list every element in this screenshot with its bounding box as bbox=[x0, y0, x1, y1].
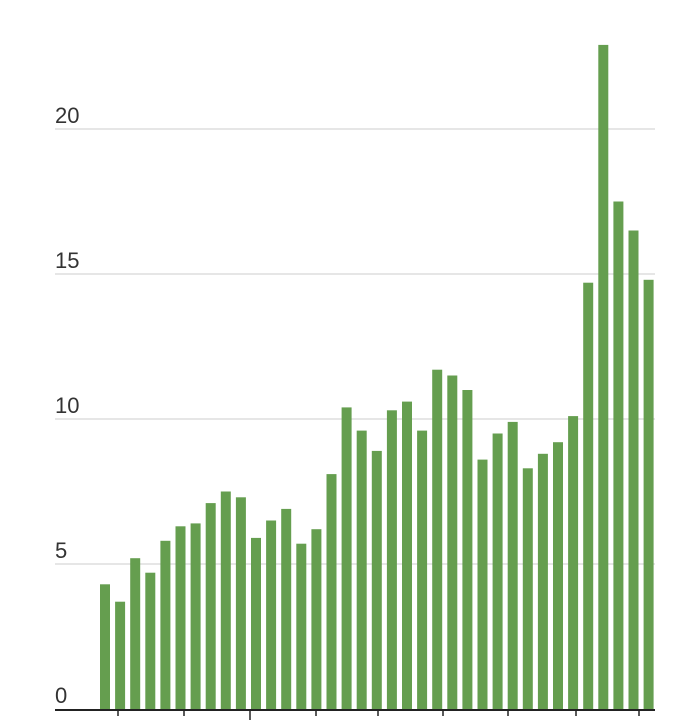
bar-16 bbox=[326, 474, 337, 709]
bar-34 bbox=[598, 44, 609, 709]
bar-3 bbox=[130, 558, 141, 709]
bar-19 bbox=[371, 450, 382, 709]
y-tick-label-0: 0 bbox=[55, 683, 67, 708]
bar-36 bbox=[628, 230, 639, 709]
y-tick-labels: 0 5 10 15 20 bbox=[55, 103, 79, 708]
y-tick-label-10: 10 bbox=[55, 393, 79, 418]
bar-26 bbox=[477, 459, 488, 709]
bar-24 bbox=[447, 375, 458, 709]
bar-13 bbox=[281, 508, 292, 709]
bar-15 bbox=[311, 529, 322, 709]
bar-31 bbox=[553, 442, 563, 709]
bar-11 bbox=[251, 537, 261, 709]
bar-9 bbox=[220, 491, 231, 709]
bar-32 bbox=[568, 416, 579, 709]
bar-8 bbox=[205, 503, 216, 709]
bar-28 bbox=[507, 421, 518, 709]
bar-6 bbox=[175, 526, 186, 709]
x-axis bbox=[55, 709, 655, 720]
y-tick-label-15: 15 bbox=[55, 248, 79, 273]
bars bbox=[100, 44, 654, 709]
bar-20 bbox=[386, 410, 397, 709]
bar-1 bbox=[100, 584, 110, 709]
y-tick-label-5: 5 bbox=[55, 538, 67, 563]
bar-22 bbox=[417, 430, 428, 709]
bar-33 bbox=[583, 282, 594, 709]
bar-21 bbox=[402, 401, 412, 709]
bar-5 bbox=[160, 540, 171, 709]
bar-29 bbox=[522, 468, 533, 709]
bar-23 bbox=[432, 369, 443, 709]
bar-10 bbox=[235, 497, 246, 709]
bar-37 bbox=[643, 279, 654, 709]
bar-27 bbox=[492, 433, 503, 709]
bar-17 bbox=[341, 407, 352, 709]
bar-7 bbox=[190, 523, 201, 709]
bar-12 bbox=[266, 520, 277, 709]
bar-35 bbox=[613, 201, 624, 709]
y-tick-label-20: 20 bbox=[55, 103, 79, 128]
bar-25 bbox=[462, 390, 473, 709]
bar-18 bbox=[356, 430, 367, 709]
gridlines bbox=[55, 128, 655, 565]
bar-14 bbox=[296, 543, 307, 709]
bar-2 bbox=[115, 601, 126, 709]
bar-4 bbox=[145, 572, 156, 709]
bar-30 bbox=[537, 453, 548, 709]
